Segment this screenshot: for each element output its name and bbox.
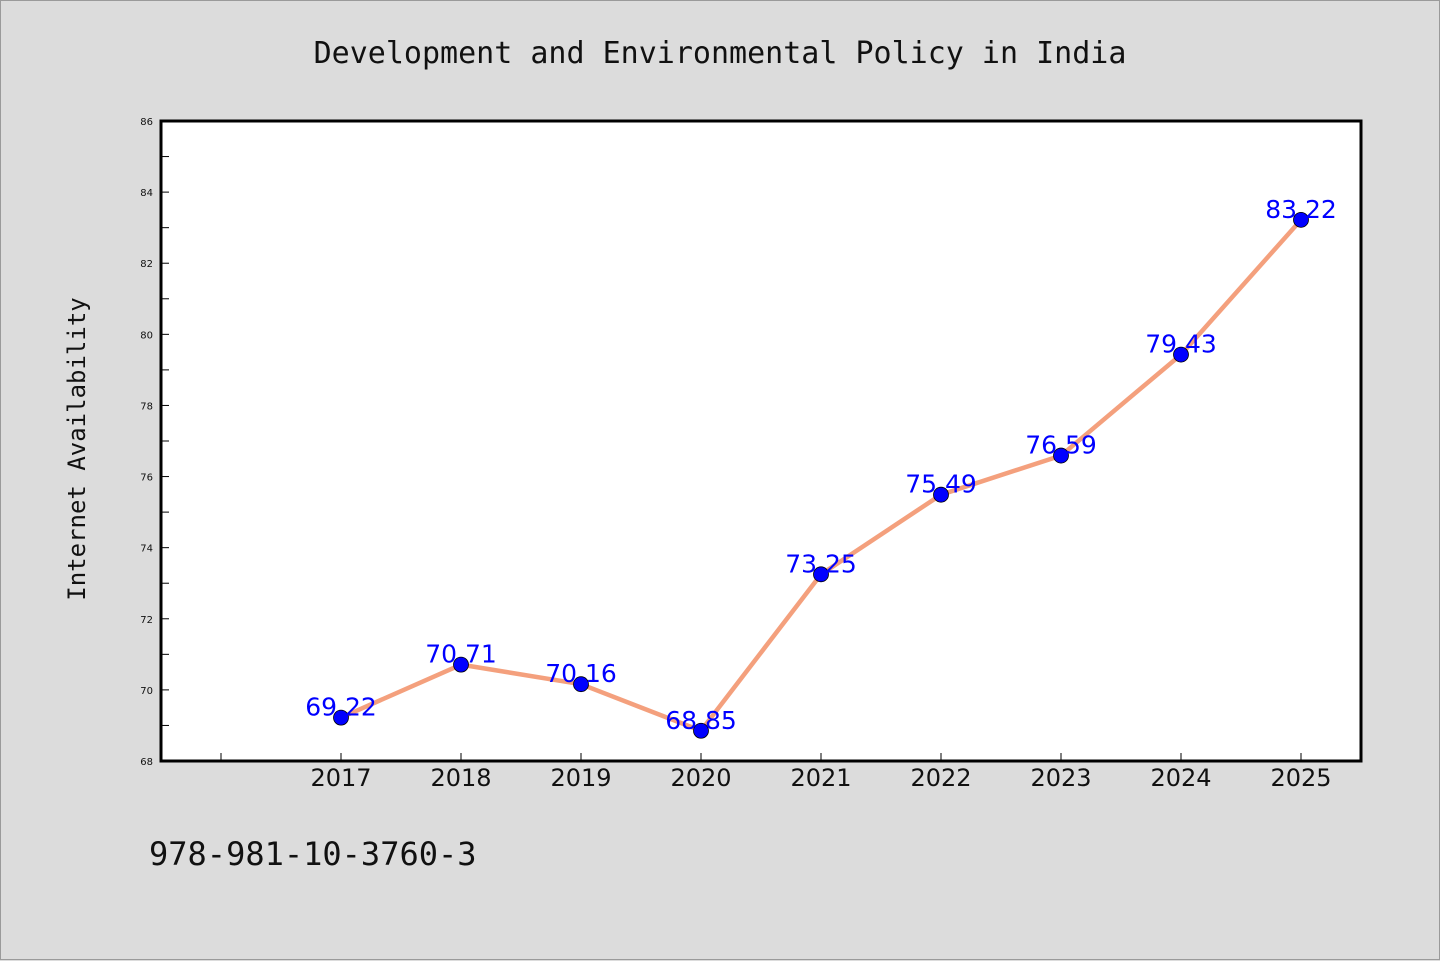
y-axis-label: Internet Availability <box>63 297 91 600</box>
x-axis: 2017 2018 2019 2020 2021 2022 2023 2024 2025 <box>220 753 1332 792</box>
data-point <box>693 722 709 739</box>
y-tick-label: 68 <box>140 757 153 768</box>
y-tick-label: 86 <box>140 117 153 128</box>
data-label: 83.22 <box>1265 195 1337 224</box>
data-label: 76.59 <box>1025 431 1097 460</box>
data-label: 69.22 <box>305 693 377 722</box>
data-point <box>813 566 829 583</box>
data-point <box>333 709 349 726</box>
y-axis: 68 70 72 74 76 78 80 82 84 86 <box>140 117 169 768</box>
plot-area <box>159 119 1363 763</box>
x-tick-label: 2024 <box>1150 764 1211 792</box>
data-point <box>453 656 469 673</box>
x-tick-label: 2017 <box>310 764 371 792</box>
y-tick-label: 80 <box>140 330 153 341</box>
data-label: 68.85 <box>665 706 737 735</box>
data-label: 70.71 <box>425 640 497 669</box>
data-point <box>1293 211 1309 228</box>
data-label: 75.49 <box>905 470 977 499</box>
data-point <box>1053 447 1069 464</box>
data-label: 73.25 <box>785 549 857 578</box>
x-tick-label: 2019 <box>550 764 611 792</box>
y-tick-label: 78 <box>140 401 153 412</box>
x-tick-label: 2020 <box>670 764 731 792</box>
data-label: 70.16 <box>545 659 617 688</box>
y-tick-label: 82 <box>140 259 153 270</box>
y-tick-label: 76 <box>140 473 153 484</box>
y-tick-label: 70 <box>140 686 153 697</box>
data-point <box>933 486 949 503</box>
y-tick-label: 74 <box>140 544 153 555</box>
data-point <box>1173 346 1189 363</box>
x-tick-label: 2022 <box>910 764 971 792</box>
internet-availability-series: 69.22 70.71 70.16 68.85 73.25 75.49 76.59 79.43… <box>305 195 1337 739</box>
data-label: 79.43 <box>1145 330 1217 359</box>
isbn-label: 978-981-10-3760-3 <box>149 835 477 873</box>
chart-title: Development and Environmental Policy in … <box>314 36 1127 71</box>
x-tick-label: 2023 <box>1030 764 1091 792</box>
x-tick-label: 2021 <box>790 764 851 792</box>
y-tick-label: 84 <box>140 188 153 199</box>
data-point <box>573 676 589 693</box>
y-tick-label: 72 <box>140 615 153 626</box>
x-tick-label: 2018 <box>430 764 491 792</box>
x-tick-label: 2025 <box>1270 764 1331 792</box>
